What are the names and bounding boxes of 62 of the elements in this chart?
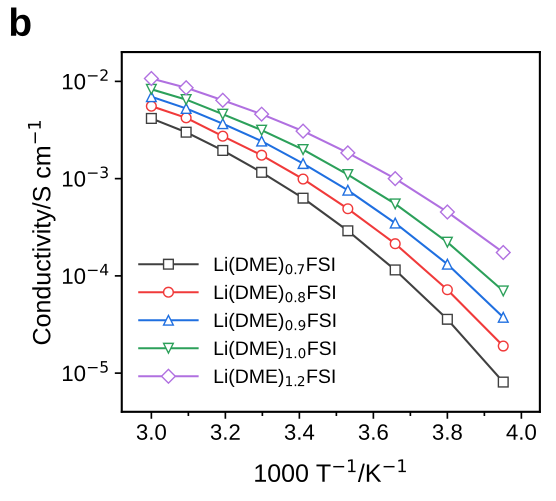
x-tick-label: 3.4 (284, 424, 314, 440)
legend-label: Li(DME)$_{1.2}$FSI (214, 368, 335, 387)
point (146, 100, 157, 112)
point (217, 144, 228, 156)
point (256, 166, 268, 178)
point (298, 158, 309, 170)
point (442, 284, 453, 296)
point (180, 126, 192, 138)
point (498, 376, 509, 388)
point (388, 171, 403, 186)
x-tick-label: 3.6 (358, 424, 388, 440)
point (342, 169, 354, 180)
point (296, 124, 311, 139)
point (178, 80, 194, 96)
point (146, 112, 157, 124)
legend-label: Li(DME)$_{0.7}$FSI (214, 256, 334, 275)
point (442, 258, 453, 270)
point (342, 225, 354, 236)
y-tick-label: 10$^{−3}$ (62, 166, 108, 187)
point (217, 108, 228, 120)
x-tick-label: 4.0 (506, 424, 536, 440)
y-tick-label: 10$^{−4}$ (62, 264, 108, 284)
x-tick-label: 3.8 (432, 424, 462, 440)
legend-label: Li(DME)$_{0.8}$FSI (214, 284, 335, 303)
point (340, 145, 356, 160)
point (342, 203, 354, 214)
point (180, 94, 192, 106)
point (496, 244, 511, 260)
point (390, 198, 401, 210)
point (298, 192, 309, 204)
point (217, 118, 228, 130)
point (298, 144, 309, 156)
point (256, 150, 268, 161)
text: b (10, 8, 30, 36)
x-tick-label: 3.0 (136, 424, 166, 440)
y-tick-label: 10$^{−5}$ (62, 361, 108, 382)
point (390, 264, 401, 276)
point (498, 312, 509, 323)
point (498, 340, 509, 352)
point (442, 236, 453, 248)
point (215, 92, 230, 108)
x-tick-label: 3.2 (210, 424, 240, 440)
y-axis-title: Conductivity/S cm$^{−1}$ (28, 120, 56, 344)
y-tick-label: 10$^{−2}$ (62, 69, 108, 90)
point (144, 70, 159, 86)
point (298, 173, 309, 185)
point (342, 184, 354, 196)
point (442, 314, 453, 325)
point (146, 91, 157, 102)
point (390, 218, 401, 229)
point (390, 238, 401, 250)
point (256, 124, 268, 136)
point (146, 84, 157, 95)
point (254, 106, 270, 122)
point (498, 285, 509, 296)
point (440, 204, 455, 220)
point (256, 136, 268, 147)
point (217, 130, 228, 142)
x-axis-title: 1000 T$^{−1}$/K$^{−1}$ (255, 459, 406, 482)
point (180, 102, 192, 114)
legend-label: Li(DME)$_{0.9}$FSI (214, 312, 336, 331)
legend-label: Li(DME)$_{1.0}$FSI (214, 340, 336, 359)
